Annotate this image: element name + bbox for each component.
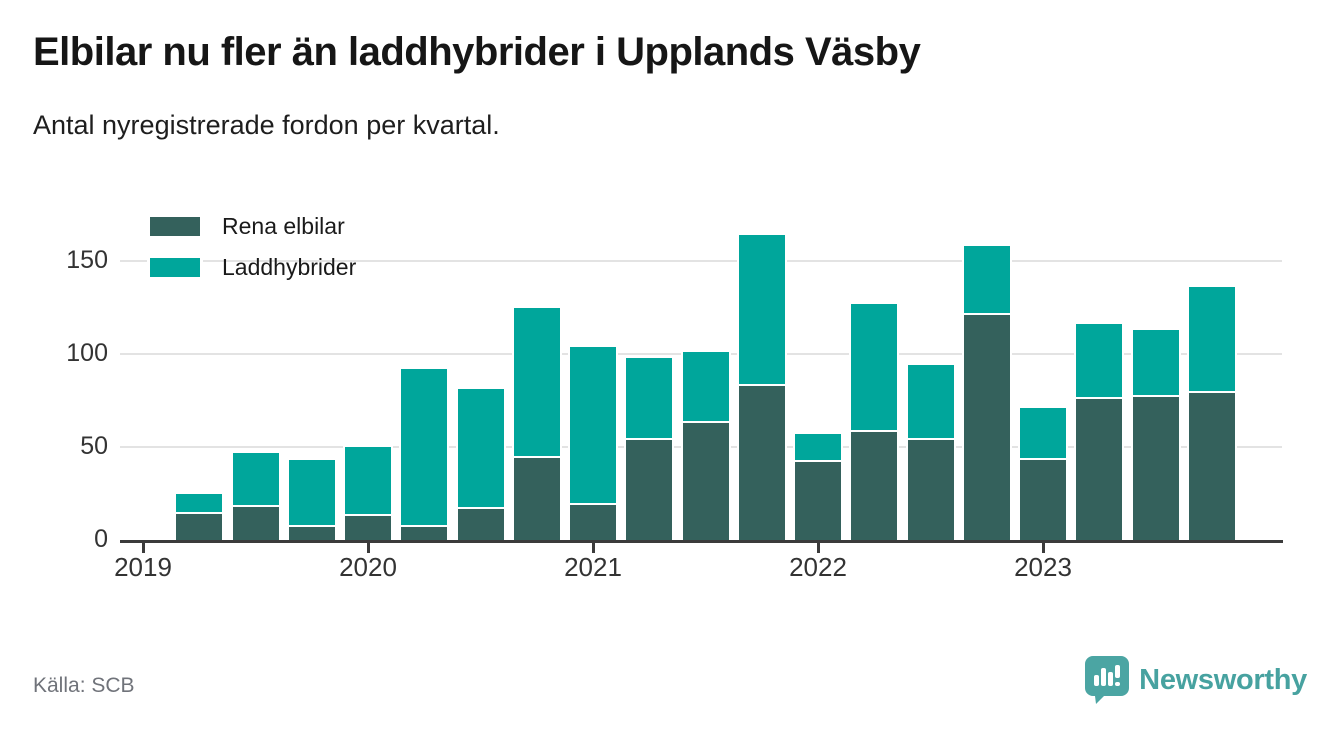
bar-segment-laddhybrider-2022-Q2 [851,303,898,431]
bar-segment-rena-elbilar-2020-Q2 [401,525,448,540]
newsworthy-logo-text: Newsworthy [1139,663,1307,696]
bar-segment-laddhybrider-2022-Q3 [907,365,954,438]
newsworthy-logo-icon [1085,656,1130,704]
bar-segment-rena-elbilar-2023-Q2 [1076,396,1123,540]
bar-segment-rena-elbilar-2022-Q3 [907,437,954,540]
chart-title: Elbilar nu fler än laddhybrider i Upplan… [33,30,921,74]
bar-segment-laddhybrider-2021-Q2 [626,357,673,438]
y-tick-label-50: 50 [80,432,108,460]
legend-swatch-rena-elbilar [150,217,200,236]
y-tick-label-0: 0 [94,525,108,553]
bar-segment-rena-elbilar-2019-Q3 [232,504,279,540]
bar-segment-rena-elbilar-2023-Q4 [1188,391,1235,540]
legend-item-rena-elbilar: Rena elbilar [150,213,356,240]
bar-segment-laddhybrider-2022-Q4 [963,246,1010,314]
bar-segment-rena-elbilar-2023-Q3 [1132,394,1179,540]
legend-swatch-laddhybrider [150,258,200,277]
bar-segment-rena-elbilar-2022-Q4 [963,313,1010,540]
bar-segment-rena-elbilar-2021-Q1 [570,502,616,540]
bar-segment-rena-elbilar-2020-Q4 [513,456,560,540]
bar-segment-rena-elbilar-2023-Q1 [1020,458,1066,540]
bar-segment-rena-elbilar-2019-Q2 [176,512,223,540]
bar-segment-rena-elbilar-2019-Q4 [288,525,335,540]
x-axis-line [120,540,1283,543]
bar-segment-laddhybrider-2023-Q1 [1020,407,1066,459]
bar-segment-laddhybrider-2023-Q3 [1132,329,1179,395]
x-tick-label-2019: 2019 [114,552,172,582]
x-tick-label-2023: 2023 [1014,552,1072,582]
legend-item-laddhybrider: Laddhybrider [150,254,356,281]
bar-segment-laddhybrider-2021-Q4 [738,234,785,384]
newsworthy-logo: Newsworthy [1085,656,1307,704]
y-tick-label-100: 100 [66,339,108,367]
bar-segment-laddhybrider-2023-Q4 [1188,287,1235,392]
bar-segment-laddhybrider-2020-Q1 [345,447,391,514]
x-tick-mark-2020 [367,543,370,553]
x-tick-mark-2022 [817,543,820,553]
bar-segment-laddhybrider-2020-Q4 [513,307,560,457]
x-tick-label-2021: 2021 [564,552,622,582]
gridline-150 [120,260,1282,262]
bar-segment-laddhybrider-2021-Q1 [570,346,616,503]
bar-segment-rena-elbilar-2022-Q2 [851,430,898,540]
bar-segment-laddhybrider-2019-Q2 [176,493,223,513]
bar-segment-laddhybrider-2021-Q3 [682,352,729,421]
x-tick-mark-2021 [592,543,595,553]
bar-segment-rena-elbilar-2020-Q1 [345,513,391,540]
x-tick-label-2022: 2022 [789,552,847,582]
bar-segment-laddhybrider-2019-Q3 [232,452,279,505]
chart-subtitle: Antal nyregistrerade fordon per kvartal. [33,110,500,140]
bar-segment-laddhybrider-2022-Q1 [795,433,841,460]
bar-segment-laddhybrider-2019-Q4 [288,460,335,526]
source-label: Källa: SCB [33,674,135,697]
y-tick-label-150: 150 [66,246,108,274]
x-tick-label-2020: 2020 [339,552,397,582]
bar-segment-rena-elbilar-2022-Q1 [795,460,841,540]
bar-segment-laddhybrider-2020-Q2 [401,368,448,526]
bar-segment-rena-elbilar-2021-Q2 [626,437,673,540]
legend: Rena elbilar Laddhybrider [150,213,356,295]
legend-label-laddhybrider: Laddhybrider [222,254,357,280]
x-tick-mark-2019 [142,543,145,553]
bar-segment-rena-elbilar-2021-Q4 [738,383,785,540]
legend-label-rena-elbilar: Rena elbilar [222,213,345,239]
x-tick-mark-2023 [1042,543,1045,553]
bar-segment-rena-elbilar-2020-Q3 [457,506,504,540]
bar-segment-rena-elbilar-2021-Q3 [682,420,729,540]
bar-segment-laddhybrider-2020-Q3 [457,389,504,507]
bar-segment-laddhybrider-2023-Q2 [1076,324,1123,397]
